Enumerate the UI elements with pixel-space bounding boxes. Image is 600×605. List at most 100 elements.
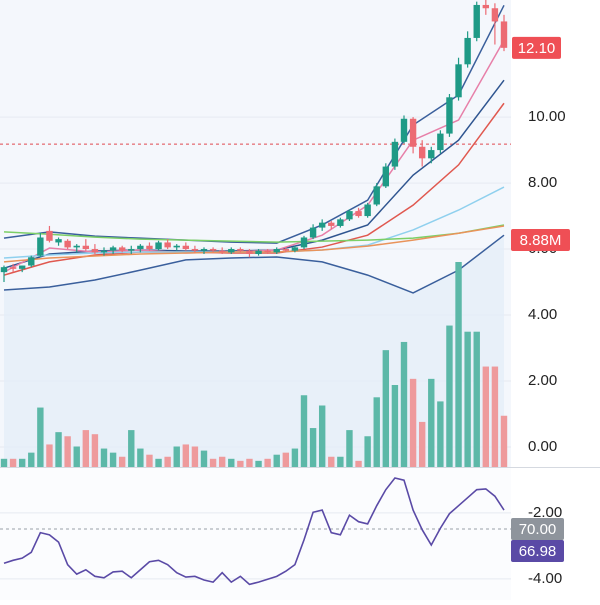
rsi-level-label: 70.00 [519,521,557,538]
candle-body [446,97,453,134]
candle-body [218,250,226,253]
volume-bar [246,458,253,467]
volume-bar [228,458,235,467]
volume-bar [346,430,353,467]
rsi-value-label: 66.98 [519,543,557,560]
volume-bar [418,421,426,467]
volume-bar [91,434,99,467]
volume-bar [473,331,480,467]
volume-bar [173,446,180,467]
y-tick-label: 0.00 [528,438,557,455]
candle-body [473,4,480,38]
last-price-label: 12.10 [518,40,556,57]
candle-body [255,250,262,254]
candle-body [337,219,344,226]
y-tick-label: -2.00 [528,504,562,521]
moving-average-line [3,4,505,244]
volume-bar [309,428,317,467]
volume-bar [82,430,90,467]
volume-bar [55,432,62,467]
candle-body [109,247,117,251]
candle-body [200,249,208,251]
candle-body [400,118,408,142]
volume-bar [155,458,162,467]
volume-bar [328,456,335,467]
candle-body [346,211,353,220]
volume-bar [264,458,271,467]
volume-bar [237,460,244,467]
candle-body [18,265,26,269]
volume-bar [382,350,390,467]
volume-bar [218,456,226,467]
volume-bar [491,366,499,467]
candle-body [328,222,335,226]
volume-bar [46,444,53,467]
volume-bar [128,430,135,467]
volume-bar [137,448,144,467]
rsi-level-badge [511,517,564,540]
candle-body [500,21,508,48]
candle-body [482,4,490,9]
volume-bar [428,378,435,467]
volume-bar [455,262,462,467]
volume-bar [500,415,508,467]
volume-bar [464,331,471,467]
candle-body [64,240,71,248]
candle-body [455,64,462,98]
candle-body [82,245,90,250]
volume-bar [191,446,199,467]
volume-bar [400,341,408,467]
last-price-badge [512,36,561,59]
volume-bar [182,444,190,467]
candle-body [146,245,153,250]
candle-body [282,249,290,251]
volume-bar [337,456,344,467]
volume-bar [373,397,380,467]
volume-bar [437,401,444,467]
candle-body [128,249,135,251]
volume-bar [164,456,171,467]
volume-bar [291,448,299,467]
candle-body [273,249,280,253]
volume-bar [273,454,280,467]
volume-bar [64,436,71,467]
candle-body [55,239,62,243]
candle-body [155,242,162,250]
candle-body [137,245,144,250]
candle-body [382,166,390,187]
candle-body [46,230,53,241]
candle-body [428,150,435,159]
candle-body [373,186,380,205]
candle-body [100,250,108,253]
candle-body [309,227,317,238]
volume-bar [209,458,217,467]
volume-bar [282,452,290,467]
candle-body [209,249,217,251]
volume-bar [300,395,308,467]
candle-body [355,211,362,217]
volume-bar [200,450,208,467]
rsi-value-badge [511,539,564,562]
volume-badge-label: 8.88M [520,232,562,249]
volume-bar [73,446,80,467]
moving-average-line [3,234,505,294]
candle-body [246,250,253,254]
candle-body [364,204,371,217]
volume-bar [28,452,35,467]
rsi-line [3,477,505,586]
volume-bar [37,407,44,467]
volume-bar [364,436,371,467]
candle-body [318,222,326,228]
candle-body [9,267,17,269]
candle-body [391,141,399,167]
candle-body [264,250,271,253]
volume-bar [318,405,326,467]
volume-bar [482,366,490,467]
candle-body [191,249,199,251]
volume-bar [109,452,117,467]
volume-bar [0,458,8,467]
candle-body [91,249,99,253]
y-tick-label: 2.00 [528,372,557,389]
volume-bar [255,460,262,467]
